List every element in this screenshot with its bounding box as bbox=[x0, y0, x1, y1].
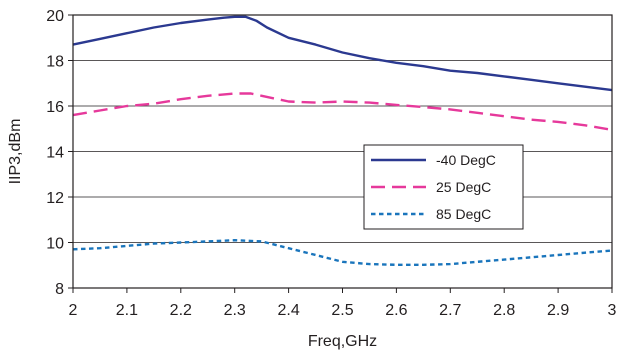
series-lines bbox=[72, 15, 613, 266]
x-tick-label: 2.5 bbox=[331, 302, 353, 319]
y-tick-label: 16 bbox=[46, 99, 64, 116]
x-tick-label: 2.9 bbox=[547, 302, 569, 319]
y-tick-label: 14 bbox=[46, 145, 64, 162]
y-tick-label: 20 bbox=[46, 8, 64, 25]
y-tick-label: 12 bbox=[46, 190, 64, 207]
grid bbox=[73, 60, 612, 243]
x-tick-label: 3 bbox=[608, 302, 617, 319]
x-axis-ticks: 2 2.1 2.2 2.3 2.4 2.5 2.6 2.7 2.8 2.9 3 bbox=[69, 288, 617, 319]
x-axis-label: Freq,GHz bbox=[308, 333, 377, 350]
x-tick-label: 2.4 bbox=[277, 302, 299, 319]
x-tick-label: 2.2 bbox=[170, 302, 192, 319]
y-tick-label: 10 bbox=[46, 236, 64, 253]
legend-label-1: -40 DegC bbox=[436, 152, 496, 168]
series-line-2 bbox=[72, 92, 613, 132]
series-line-3 bbox=[72, 238, 613, 266]
legend-label-2: 25 DegC bbox=[436, 179, 491, 195]
y-tick-label: 18 bbox=[46, 54, 64, 71]
x-tick-label: 2.7 bbox=[439, 302, 461, 319]
legend-label-3: 85 DegC bbox=[436, 206, 491, 222]
y-axis-ticks: 8 10 12 14 16 18 20 bbox=[46, 8, 73, 298]
y-tick-label: 8 bbox=[55, 281, 64, 298]
x-tick-label: 2 bbox=[69, 302, 78, 319]
y-axis-label: IIP3,dBm bbox=[7, 119, 24, 185]
x-tick-label: 2.3 bbox=[224, 302, 246, 319]
x-tick-label: 2.8 bbox=[493, 302, 515, 319]
x-tick-label: 2.6 bbox=[385, 302, 407, 319]
x-tick-label: 2.1 bbox=[116, 302, 138, 319]
legend: -40 DegC 25 DegC 85 DegC bbox=[363, 144, 524, 230]
series-line-1 bbox=[72, 15, 613, 92]
